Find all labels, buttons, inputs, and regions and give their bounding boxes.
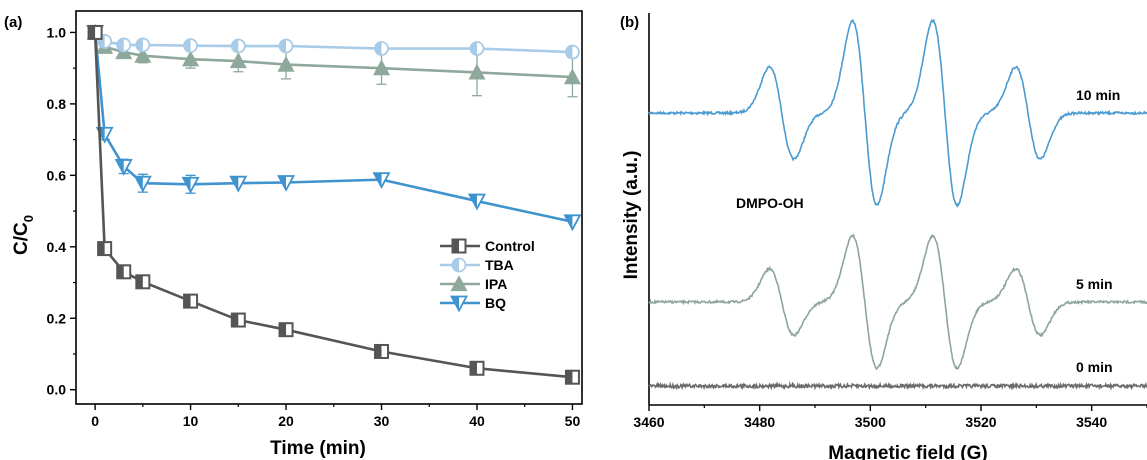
data-point-control (183, 293, 199, 309)
x-tick-label: 50 (565, 413, 581, 429)
series-line-bq (93, 32, 573, 224)
data-point-ipa (277, 55, 295, 72)
legend-marker (451, 238, 467, 254)
data-point-control (469, 360, 485, 376)
data-point-control (135, 274, 151, 290)
data-point-bq (133, 175, 152, 193)
panel-a: (a) 0 10 20 30 40 50 0.0 0.2 0.4 0.6 0.8 1.0 Time (… (4, 10, 583, 459)
legend-marker (451, 257, 467, 273)
data-point-bq (114, 159, 133, 176)
data-point-bq (181, 176, 200, 194)
data-point-ipa (468, 63, 486, 80)
data-point-control (278, 322, 294, 338)
series-tba (87, 25, 580, 60)
legend-label: TBA (485, 257, 514, 273)
svg-text:C/C0: C/C0 (11, 215, 36, 255)
legend-label: Control (485, 238, 535, 254)
x-tick-label: 30 (374, 413, 390, 429)
epr-spectrum-5-min (648, 233, 1147, 371)
legend-item-control: Control (440, 238, 535, 254)
legend-item-ipa: IPA (440, 275, 507, 292)
panel-b-annotation: DMPO-OH (736, 195, 804, 211)
series-line-control (93, 32, 573, 379)
series-control (87, 24, 580, 385)
epr-spectrum-10-min (648, 18, 1147, 208)
data-point-control (230, 312, 246, 328)
epr-label-0-min: 0 min (1076, 359, 1113, 375)
x-tick-label: 40 (469, 413, 485, 429)
panel-b-y-title: Intensity (a.u.) (621, 151, 642, 280)
legend-item-tba: TBA (440, 257, 514, 273)
epr-spectrum-0-min (648, 381, 1147, 391)
panel-a-y-title-sub: 0 (21, 215, 36, 222)
panel-b-x-title: Magnetic field (G) (828, 443, 987, 460)
x-tick-label: 3520 (965, 414, 996, 430)
y-tick-label: 0.4 (47, 239, 67, 255)
panel-a-label: (a) (4, 14, 22, 31)
data-point-ipa (229, 52, 247, 69)
data-point-ipa (134, 46, 152, 63)
data-point-tba (374, 41, 389, 56)
data-point-tba (116, 37, 132, 53)
data-point-tba (469, 41, 485, 56)
data-point-control (374, 343, 390, 359)
panel-a-series (86, 23, 582, 385)
panel-a-legend: Control TBA IPA BQ (440, 238, 535, 313)
panel-a-y-title: C/C (11, 222, 32, 255)
data-point-bq (563, 214, 582, 232)
data-point-bq (372, 172, 391, 190)
data-point-bq (277, 175, 296, 192)
data-point-bq (467, 193, 486, 211)
series-line-tba (94, 31, 573, 54)
epr-label-5-min: 5 min (1076, 276, 1113, 292)
panel-b-series-labels: 10 min 5 min 0 min (1076, 87, 1120, 375)
x-tick-label: 3460 (633, 414, 664, 430)
y-tick-label: 0.8 (47, 96, 67, 112)
data-point-ipa (373, 59, 391, 76)
epr-label-10-min: 10 min (1076, 87, 1120, 103)
y-tick-label: 0.6 (47, 167, 67, 183)
x-tick-label: 3480 (744, 414, 775, 430)
data-point-tba (565, 44, 580, 60)
data-point-tba (183, 38, 198, 54)
legend-marker (449, 295, 469, 313)
data-point-bq (229, 175, 248, 193)
panel-a-y-title-group: C/C0 (11, 215, 36, 255)
series-ipa (86, 23, 581, 98)
panel-b-series (648, 18, 1147, 391)
legend-marker (450, 275, 468, 292)
x-tick-label: 10 (183, 413, 199, 429)
data-point-control (116, 264, 132, 280)
y-tick-label: 0.0 (47, 382, 67, 398)
series-line-ipa (94, 31, 573, 79)
panel-b-ticks: 3460 3480 3500 3520 3540 (633, 405, 1147, 430)
legend-item-bq: BQ (440, 295, 506, 313)
legend-label: IPA (485, 276, 507, 292)
panel-a-ticks: 0 10 20 30 40 50 0.0 0.2 0.4 0.6 0.8 1.0 (47, 24, 581, 429)
data-point-control (97, 241, 113, 257)
panel-a-x-title: Time (min) (270, 438, 366, 459)
data-point-tba (230, 38, 246, 54)
panel-b-label: (b) (620, 14, 639, 31)
data-point-ipa (563, 68, 581, 85)
x-tick-label: 0 (91, 413, 99, 429)
data-point-ipa (182, 50, 200, 67)
panel-a-frame (75, 10, 583, 405)
y-tick-label: 1.0 (47, 24, 67, 40)
panel-b: (b) 3460 3480 3500 3520 3540 Magnetic field … (620, 13, 1147, 460)
legend-label: BQ (485, 295, 506, 311)
x-tick-label: 3540 (1076, 414, 1107, 430)
x-tick-label: 3500 (855, 414, 886, 430)
y-tick-label: 0.2 (47, 310, 67, 326)
data-point-control (564, 369, 580, 385)
data-point-tba (135, 37, 151, 53)
data-point-tba (278, 38, 294, 54)
data-point-control (87, 24, 103, 40)
x-tick-label: 20 (278, 413, 294, 429)
